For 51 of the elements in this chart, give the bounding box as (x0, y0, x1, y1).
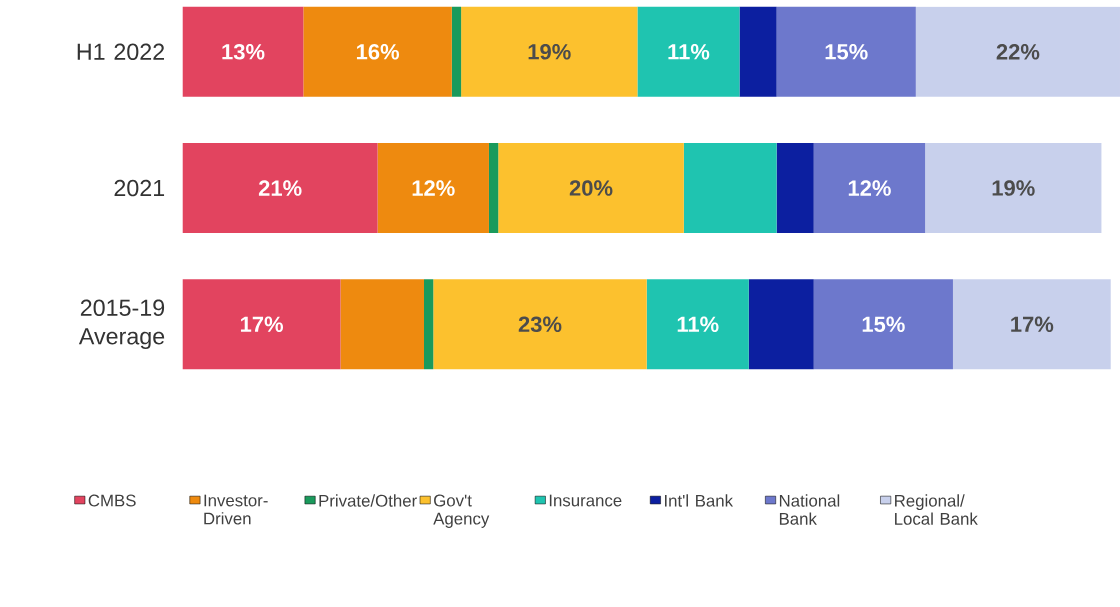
data-label: 12% (848, 180, 891, 196)
bar (646, 279, 749, 370)
legend-label: Insurance (549, 494, 622, 507)
bar (776, 6, 916, 97)
legend-label: CMBS (88, 494, 136, 507)
bar (303, 6, 452, 97)
bar (925, 143, 1102, 234)
bar (498, 143, 684, 234)
data-label: 16% (356, 43, 400, 60)
bar (748, 279, 814, 370)
bar (377, 143, 489, 234)
data-label: 22% (996, 44, 1040, 60)
bar (488, 143, 499, 234)
data-label: 11% (668, 44, 710, 60)
bar (739, 6, 777, 97)
legend-label: Regional/ Local Bank (895, 494, 978, 525)
bar (813, 279, 953, 370)
bar (915, 6, 1120, 97)
data-label: 12% (412, 180, 455, 196)
bar (340, 279, 424, 370)
bar (182, 279, 341, 370)
y-tick-label: 2021 (114, 179, 165, 197)
bar (424, 279, 434, 370)
bar (813, 143, 926, 234)
bar (433, 279, 647, 370)
bar (182, 143, 378, 234)
bar (451, 6, 462, 97)
bar (683, 143, 777, 234)
data-label: 17% (1011, 316, 1054, 333)
data-label: 19% (528, 43, 571, 60)
data-label: 11% (677, 316, 719, 333)
y-tick-label: 2015-19 Average (78, 299, 165, 350)
legend-label: Gov't Agency (433, 494, 490, 528)
legend-label: Private/Other (319, 494, 417, 507)
bar (637, 6, 740, 97)
data-label: 13% (222, 43, 265, 60)
y-tick-label: H1 2022 (77, 43, 165, 61)
legend-label: National Bank (779, 494, 840, 525)
bar (182, 6, 304, 97)
legend-label: Int'l Bank (665, 494, 734, 507)
data-label: 15% (862, 316, 905, 333)
bar (952, 279, 1111, 370)
data-label: 19% (992, 180, 1035, 196)
data-label: 21% (258, 180, 302, 196)
data-label: 15% (825, 44, 868, 60)
data-label: 23% (518, 316, 562, 333)
bar (461, 6, 638, 97)
bar (776, 143, 814, 234)
data-label: 17% (240, 316, 284, 333)
legend-label: Investor-Driven (204, 494, 268, 525)
data-label: 20% (569, 180, 613, 196)
